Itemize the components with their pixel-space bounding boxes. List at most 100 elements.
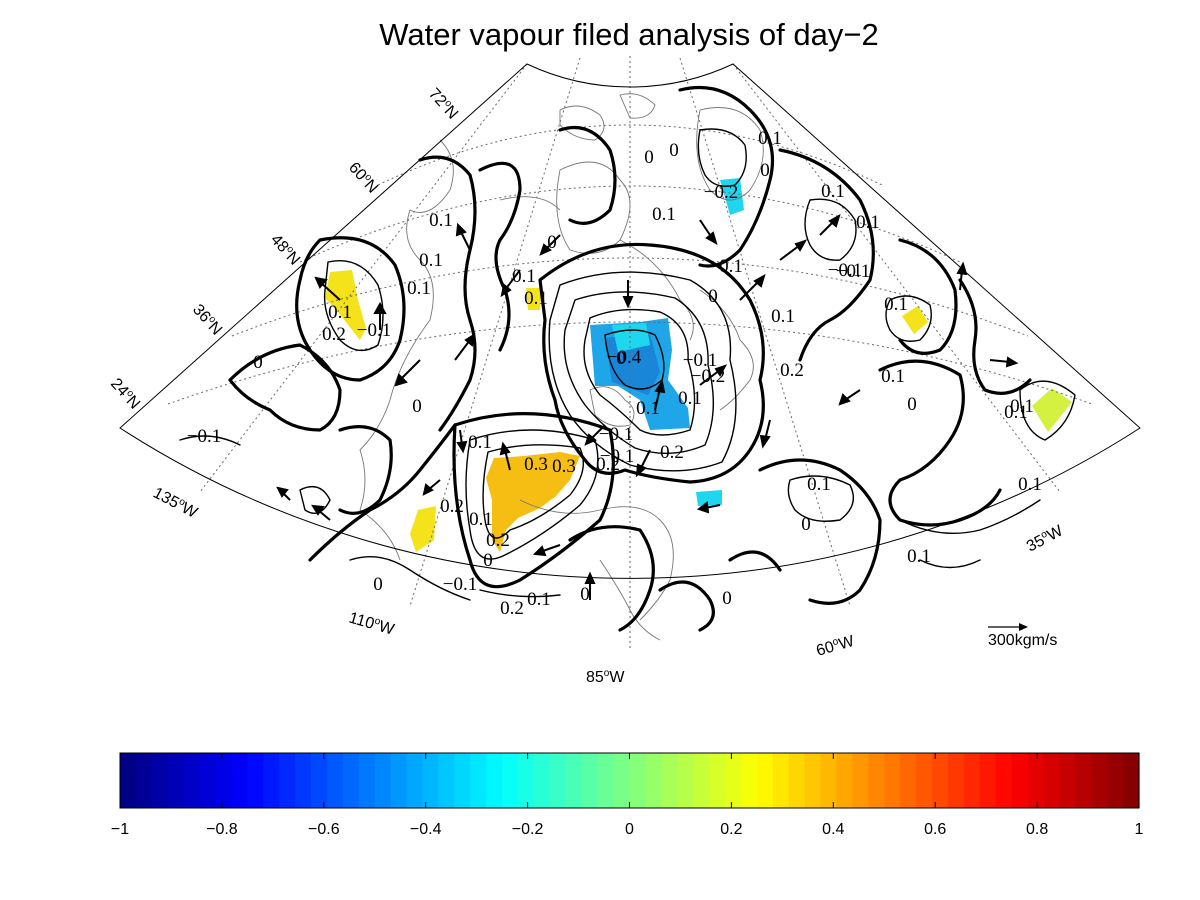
label-hemisphere: W (1045, 522, 1067, 545)
label-degree-symbol: o (831, 636, 840, 648)
colorbar-band (629, 753, 647, 808)
colorbar-band (470, 753, 487, 808)
shade-cell-yellow-east (902, 306, 928, 334)
contour-zero-ne-2 (898, 238, 958, 355)
contour-label: 0.3 (552, 456, 576, 477)
label-hemisphere: W (609, 669, 625, 686)
latitude-label: 24oN (107, 375, 144, 413)
label-degree-symbol: o (206, 314, 218, 326)
flux-arrow (500, 269, 521, 298)
contour-label: 0.1 (1004, 402, 1028, 423)
colorbar-band (995, 753, 1013, 808)
colorbar-tick-label: 0.6 (924, 821, 946, 838)
colorbar-band (390, 753, 408, 808)
colorbar-band (788, 753, 806, 808)
contour-label: 0.1 (758, 128, 782, 149)
coastline-alaska (406, 139, 454, 321)
contour-label: −0.1 (600, 446, 634, 467)
colorbar-band (406, 753, 424, 808)
latitude-label: 36oN (189, 301, 226, 339)
latitude-label: 72oN (425, 85, 462, 123)
contour-zero-west-coast (418, 155, 477, 432)
label-degree-symbol: o (284, 244, 296, 256)
flux-arrow (989, 356, 1019, 368)
contour-zero-sw (308, 423, 457, 562)
label-hemisphere: W (377, 618, 397, 639)
label-degree: 85 (586, 669, 604, 686)
colorbar-tick-label: 0 (625, 821, 634, 838)
colorbar-band (836, 753, 854, 808)
contour-label: 0.2 (440, 496, 464, 517)
label-degree-symbol: o (362, 172, 374, 184)
contour-label: 0 (669, 140, 679, 161)
colorbar-tick-label: 0.2 (720, 821, 742, 838)
colorbar-band (518, 753, 535, 808)
colorbar-band (120, 753, 137, 808)
contour-thin-west (179, 435, 331, 514)
contour-label: 0.1 (678, 388, 702, 409)
colorbar-tick-marks (119, 753, 1140, 808)
flux-arrow (454, 332, 476, 361)
label-degree: 110 (347, 610, 376, 633)
colorbar-band (263, 753, 280, 808)
colorbar-band (342, 753, 360, 808)
contour-label: 0.1 (771, 306, 795, 327)
shade-cell-lime (1032, 388, 1072, 432)
map-boundary (119, 63, 1141, 579)
contour-thin-ne-1 (697, 128, 747, 187)
flux-arrow (422, 479, 441, 496)
coastlines (359, 93, 764, 641)
colorbar-band (1123, 753, 1140, 808)
latitude-label: 60oN (345, 159, 382, 197)
colorbar-band (613, 753, 631, 808)
contour-nw-thin (323, 260, 384, 352)
colorbar-band (884, 753, 901, 808)
colorbar-band (247, 753, 264, 808)
colorbar-band (549, 753, 567, 808)
contour-label: 0.1 (419, 250, 443, 271)
coastline-greenland (696, 107, 764, 201)
coastline-canada (499, 196, 694, 341)
colorbar-band (167, 753, 185, 808)
contour-label: 0 (483, 550, 493, 571)
shaded-regions (325, 178, 1072, 552)
colorbar-band (725, 753, 742, 808)
contour-label: 0.2 (660, 442, 684, 463)
colorbar-band (740, 753, 758, 808)
contour-label: 0.2 (500, 598, 524, 619)
contour-label: 0.1 (652, 204, 676, 225)
colorbar-band (1027, 753, 1045, 808)
colorbar-band (438, 753, 455, 808)
colorbar-band (183, 753, 201, 808)
contour-zero-west-2 (338, 425, 393, 515)
contour-label: 0.2 (322, 324, 346, 345)
colorbar-band (963, 753, 981, 808)
contour-label: −0.1 (828, 260, 862, 281)
contour-label: 0.1 (469, 509, 493, 530)
meridian-35 (732, 63, 1061, 493)
colorbar-band (661, 753, 678, 808)
contour-label: 0 (253, 352, 263, 373)
contour-zero-north-3 (678, 85, 775, 268)
colorbar-band (581, 753, 599, 808)
contour-zero-se-2 (658, 550, 782, 632)
label-degree-symbol: o (124, 388, 136, 400)
contour-neg-ring-1 (583, 308, 696, 436)
colorbar: −1 −0.8 −0.6 −0.4 −0.2 0 0.2 0.4 0.6 0.8 1 (111, 752, 1144, 838)
contour-label: 0 (373, 574, 383, 595)
colorbar-band (947, 753, 965, 808)
flux-arrow (699, 219, 718, 246)
contour-zero-e-1 (878, 359, 1002, 527)
flux-arrow (276, 486, 291, 501)
contour-label: 0 (547, 232, 557, 253)
colorbar-band (804, 753, 822, 808)
colorbar-tick-label: 0.4 (822, 821, 844, 838)
contour-label: −0.1 (836, 261, 870, 282)
contour-label: 0.1 (328, 302, 352, 323)
colorbar-tick-label: 0.8 (1026, 821, 1048, 838)
colorbar-band (486, 753, 503, 808)
contour-label: −0.1 (683, 350, 717, 371)
colorbar-band (454, 753, 471, 808)
contour-label: −0.1 (357, 320, 391, 341)
flux-arrow (499, 441, 511, 471)
